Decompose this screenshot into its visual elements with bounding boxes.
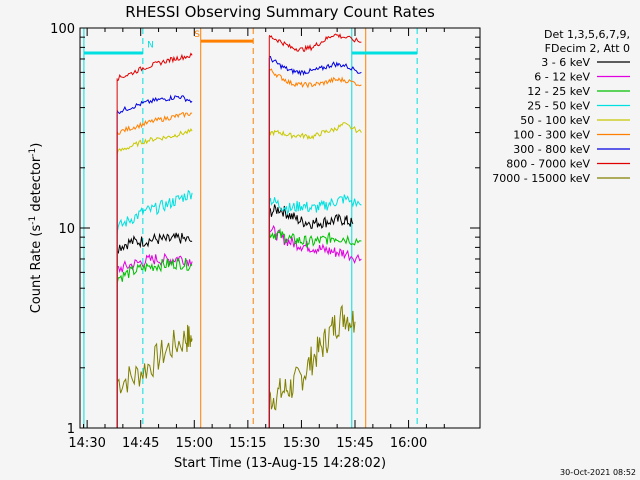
footer-date: 30-Oct-2021 08:52 bbox=[560, 468, 636, 477]
annotation-s: S bbox=[194, 30, 200, 40]
legend: Det 1,3,5,6,7,9, FDecim 2, Att 0 3 - 6 k… bbox=[492, 28, 630, 185]
y-axis-label-main: Count Rate (s bbox=[29, 225, 44, 314]
series-8-segment-2 bbox=[268, 33, 362, 52]
x-tick-label-4: 15:15 bbox=[229, 436, 266, 451]
x-tick-label-5: 15:30 bbox=[283, 436, 320, 451]
legend-label-7: 300 - 800 keV bbox=[513, 143, 590, 156]
series-5-segment-2 bbox=[268, 122, 362, 141]
series-2-segment-2 bbox=[268, 224, 362, 264]
y-tick-label-1: 1 bbox=[67, 422, 75, 437]
y-tick-label-2: 10 bbox=[58, 222, 75, 237]
annotation-n: N bbox=[147, 40, 154, 50]
series-7-segment-1 bbox=[116, 94, 193, 115]
series-3-segment-1 bbox=[116, 257, 193, 285]
series-1-segment-2 bbox=[268, 204, 354, 229]
y-axis-label: Count Rate (s-1 detector-1) bbox=[28, 143, 44, 314]
legend-header-line-2: FDecim 2, Att 0 bbox=[545, 42, 630, 55]
legend-label-9: 7000 - 15000 keV bbox=[492, 172, 590, 185]
legend-label-6: 100 - 300 keV bbox=[513, 129, 590, 142]
x-tick-label-1: 14:30 bbox=[68, 436, 105, 451]
series-3-segment-2 bbox=[268, 227, 362, 248]
legend-label-3: 12 - 25 keV bbox=[527, 85, 590, 98]
legend-label-8: 800 - 7000 keV bbox=[506, 158, 590, 171]
series-4-segment-1 bbox=[116, 189, 193, 234]
series-8-segment-1 bbox=[116, 52, 193, 82]
y-axis-label-end: ) bbox=[29, 143, 44, 148]
series-2-segment-1 bbox=[116, 252, 193, 274]
series-1-segment-1 bbox=[116, 232, 193, 254]
y-axis-label-sup2: -1 bbox=[28, 148, 38, 157]
axis-ticks: 14:30 14:45 15:00 15:15 15:30 15:45 16:00 1 10 10… bbox=[50, 22, 480, 451]
x-axis-label: Start Time (13-Aug-15 14:28:02) bbox=[174, 456, 386, 471]
y-tick-label-3: 100 bbox=[50, 22, 75, 37]
legend-label-1: 3 - 6 keV bbox=[541, 56, 590, 69]
series-4-segment-2 bbox=[268, 194, 362, 216]
chart-title: RHESSI Observing Summary Count Rates bbox=[125, 3, 435, 21]
x-tick-label-2: 14:45 bbox=[122, 436, 159, 451]
x-tick-label-6: 15:45 bbox=[336, 436, 373, 451]
plot-area: NS bbox=[83, 28, 418, 428]
series-7-segment-2 bbox=[269, 55, 362, 77]
legend-label-4: 25 - 50 keV bbox=[527, 100, 590, 113]
x-tick-label-3: 15:00 bbox=[176, 436, 213, 451]
x-tick-label-7: 16:00 bbox=[390, 436, 427, 451]
legend-header-line-1: Det 1,3,5,6,7,9, bbox=[544, 28, 630, 41]
legend-label-5: 50 - 100 keV bbox=[520, 114, 590, 127]
series-9-segment-2 bbox=[268, 304, 356, 411]
y-axis-label-tail: detector bbox=[29, 156, 44, 216]
legend-label-2: 6 - 12 keV bbox=[534, 71, 590, 84]
series-9-segment-1 bbox=[116, 324, 193, 394]
y-axis-label-sup1: -1 bbox=[28, 216, 38, 225]
series-6-segment-2 bbox=[269, 68, 362, 89]
series-5-segment-1 bbox=[116, 128, 193, 155]
series-6-segment-1 bbox=[116, 111, 193, 135]
